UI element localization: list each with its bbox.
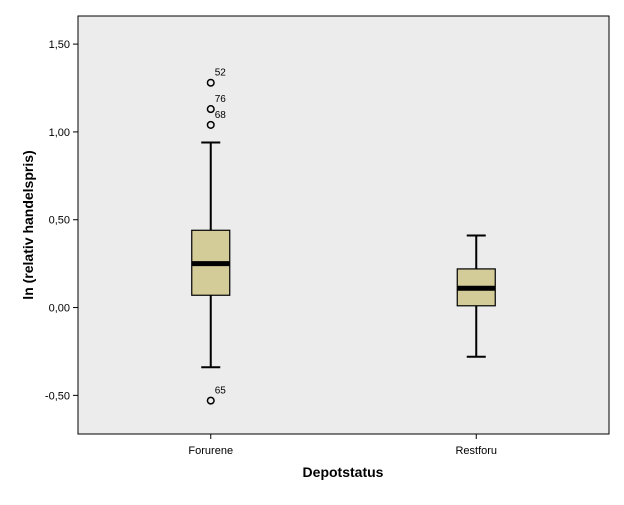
outlier-label: 52: [215, 68, 227, 79]
y-tick-label: 0,50: [49, 215, 70, 227]
x-tick-label: Restforu: [455, 445, 497, 457]
plot-area: [77, 15, 610, 435]
y-tick-label: 1,50: [49, 39, 70, 51]
x-tick-label: Forurene: [188, 445, 233, 457]
y-tick-label: 1,00: [49, 127, 70, 139]
y-tick-label: -0,50: [45, 390, 70, 402]
outlier-label: 65: [215, 386, 227, 397]
x-axis-label: Depotstatus: [303, 464, 384, 480]
y-axis-label: ln (relativ handelspris): [20, 150, 36, 299]
outlier-point: [206, 105, 215, 114]
outlier-point: [206, 120, 215, 129]
outlier-point: [206, 396, 215, 405]
outlier-label: 76: [215, 94, 227, 105]
outlier-label: 68: [215, 110, 227, 121]
box-group-restforu: [456, 234, 496, 358]
box-group-forurene: 52 76 68 65: [191, 68, 231, 405]
outlier-point: [206, 78, 215, 87]
y-tick-label: 0,00: [49, 303, 70, 315]
